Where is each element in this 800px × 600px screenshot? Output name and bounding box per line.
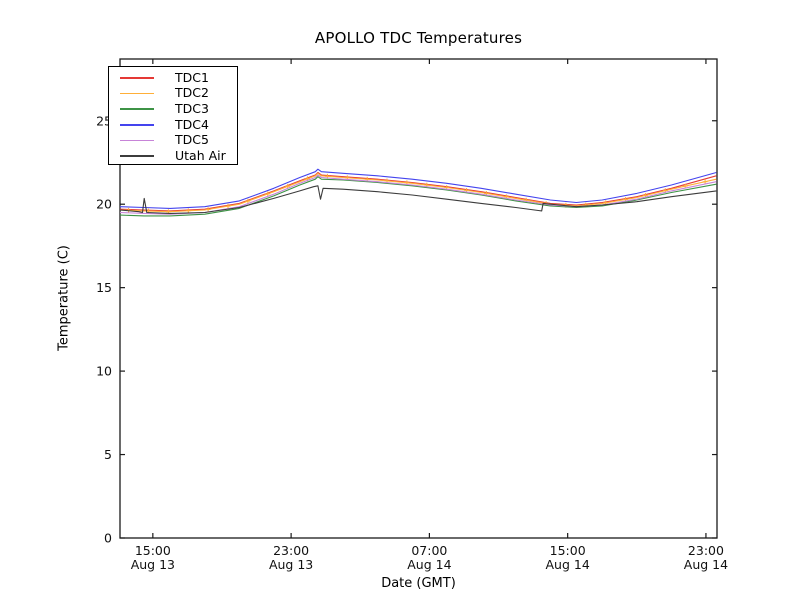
x-tick-time-label: 15:00 [135,543,171,558]
legend-label: TDC2 [175,85,209,101]
x-tick-date-label: Aug 14 [546,557,590,572]
series-line-tdc1 [119,171,717,212]
legend-line-sample-tdc1 [120,77,154,79]
legend-label: TDC4 [175,116,209,132]
y-tick-label: 15 [96,280,112,295]
legend-item-tdc2: TDC2 [109,86,237,102]
series-line-tdc4 [119,168,717,209]
legend-item-utah-air: Utah Air [109,148,237,164]
x-tick-date-label: Aug 14 [407,557,451,572]
legend-item-tdc1: TDC1 [109,70,237,86]
legend: TDC1 TDC2 TDC3 TDC4 TDC5 Utah Air [108,66,238,165]
x-tick-time-label: 07:00 [411,543,447,558]
legend-line-sample-tdc2 [120,92,154,95]
legend-line-sample-tdc3 [120,108,154,111]
series-line-tdc2 [119,172,717,213]
legend-label: TDC1 [175,69,209,85]
x-tick-time-label: 23:00 [688,543,724,558]
legend-item-tdc5: TDC5 [109,133,237,149]
x-axis-label: Date (GMT) [381,576,456,591]
y-tick-label: 10 [96,364,112,379]
y-tick-label: 5 [104,447,112,462]
legend-item-tdc3: TDC3 [109,101,237,117]
x-tick-time-label: 15:00 [550,543,586,558]
series-line-tdc3 [119,176,717,217]
legend-label: TDC5 [175,132,209,148]
chart-title: APOLLO TDC Temperatures [314,29,523,47]
legend-label: TDC3 [175,100,209,116]
legend-line-sample-tdc4 [120,124,154,126]
y-tick-label: 0 [104,531,112,546]
legend-line-sample-tdc5 [120,139,154,142]
legend-item-tdc4: TDC4 [109,117,237,133]
x-tick-date-label: Aug 13 [269,557,313,572]
x-tick-date-label: Aug 13 [131,557,175,572]
x-tick-time-label: 23:00 [273,543,309,558]
y-tick-label: 20 [96,197,112,212]
legend-label: Utah Air [175,148,226,164]
series-line-utah-air [119,185,717,214]
x-tick-date-label: Aug 14 [684,557,728,572]
legend-line-sample-utah-air [120,155,154,158]
